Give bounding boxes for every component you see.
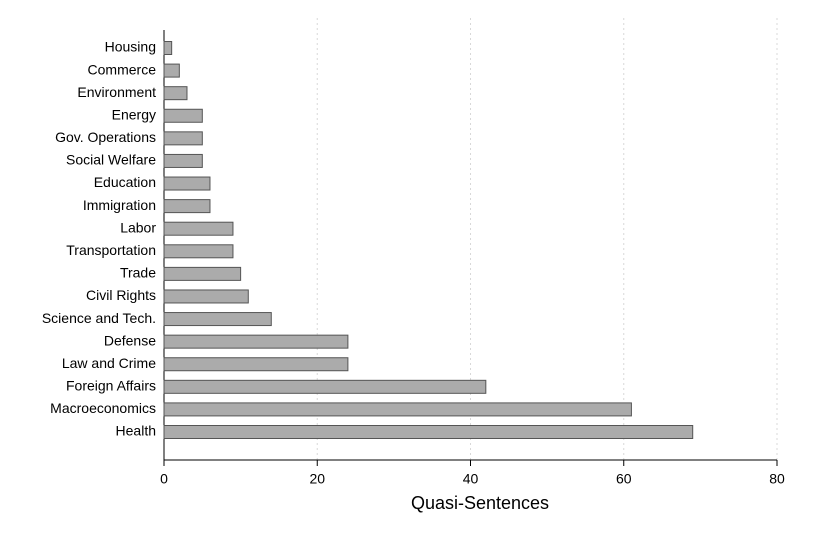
- y-tick-label: Environment: [77, 84, 156, 100]
- y-tick-label: Science and Tech.: [42, 310, 156, 326]
- bar: [163, 41, 173, 55]
- x-axis-label: Quasi-Sentences: [411, 493, 549, 513]
- y-tick-label: Trade: [120, 265, 156, 281]
- y-tick-label: Energy: [112, 106, 156, 122]
- bar: [163, 86, 188, 101]
- bar: [163, 153, 203, 168]
- y-tick-label: Health: [116, 423, 156, 439]
- x-tick-label: 60: [616, 471, 632, 487]
- y-tick-label: Immigration: [83, 197, 156, 213]
- bar: [163, 289, 249, 304]
- y-tick-label: Commerce: [88, 61, 157, 77]
- bar: [163, 425, 694, 439]
- bar: [163, 63, 180, 78]
- x-tick-label: 80: [769, 471, 785, 487]
- y-tick-label: Gov. Operations: [55, 129, 156, 145]
- y-tick-label: Macroeconomics: [50, 400, 156, 416]
- y-tick-label: Defense: [104, 332, 156, 348]
- y-tick-label: Foreign Affairs: [66, 378, 156, 394]
- bar: [163, 244, 234, 259]
- x-tick-label: 20: [309, 471, 325, 487]
- y-tick-label: Housing: [105, 39, 156, 55]
- y-tick-label: Social Welfare: [66, 152, 156, 168]
- bar: [163, 131, 203, 146]
- bar: [163, 402, 632, 417]
- bar: [163, 221, 234, 236]
- y-tick-label: Labor: [120, 219, 156, 235]
- bar: [163, 312, 272, 327]
- bar: [163, 266, 242, 281]
- y-tick-label: Transportation: [66, 242, 156, 258]
- bar: [163, 176, 211, 191]
- x-tick-label: 40: [463, 471, 479, 487]
- bar: [163, 108, 203, 123]
- bar: [163, 379, 487, 394]
- y-tick-label: Education: [94, 174, 156, 190]
- y-tick-label: Civil Rights: [86, 287, 156, 303]
- x-tick-label: 0: [160, 471, 168, 487]
- bar: [163, 199, 211, 214]
- bar: [163, 334, 349, 349]
- y-tick-label: Law and Crime: [62, 355, 156, 371]
- bar: [163, 357, 349, 372]
